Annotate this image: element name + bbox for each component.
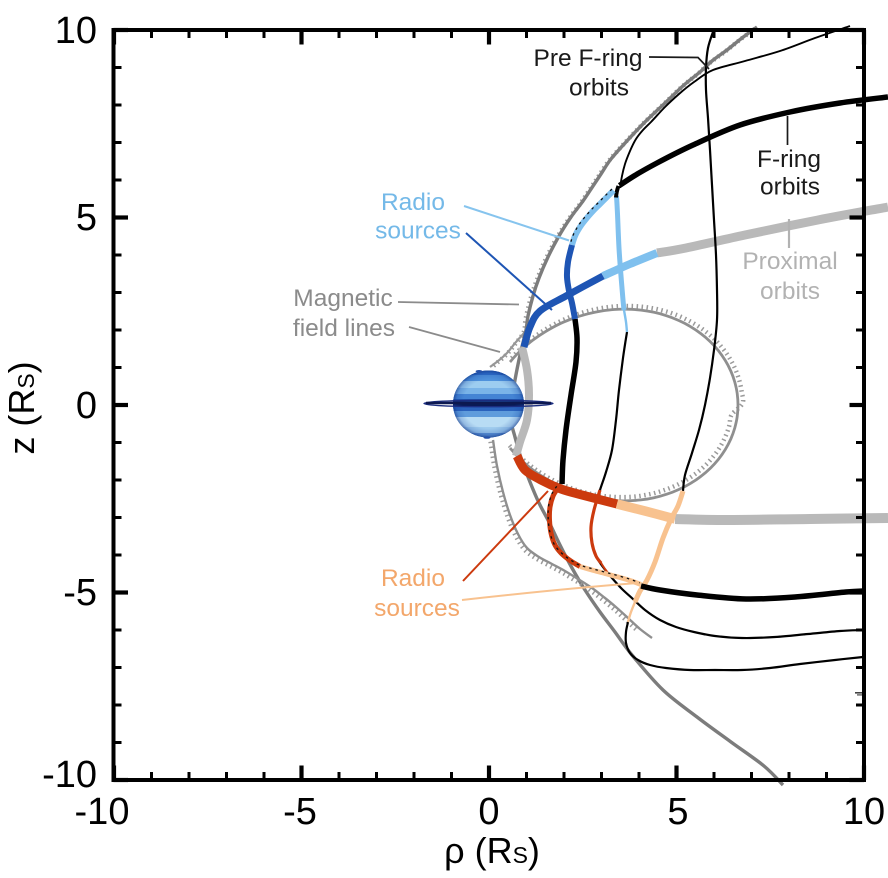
svg-text:sources: sources	[374, 595, 460, 622]
svg-text:Pre F-ring: Pre F-ring	[534, 45, 643, 72]
svg-text:5: 5	[76, 197, 97, 239]
svg-text:field lines: field lines	[293, 315, 395, 342]
svg-text:-10: -10	[75, 791, 130, 833]
svg-text:Radio: Radio	[381, 565, 445, 592]
svg-text:orbits: orbits	[569, 75, 629, 102]
svg-text:0: 0	[76, 385, 97, 427]
svg-text:0: 0	[478, 791, 499, 833]
svg-text:-10: -10	[42, 754, 97, 796]
svg-text:5: 5	[667, 791, 688, 833]
svg-text:Magnetic: Magnetic	[293, 285, 392, 312]
svg-text:F-ring: F-ring	[757, 146, 821, 173]
svg-text:orbits: orbits	[760, 278, 820, 305]
svg-text:orbits: orbits	[760, 174, 820, 201]
svg-text:10: 10	[843, 791, 885, 833]
svg-text:sources: sources	[375, 218, 461, 245]
svg-text:-5: -5	[63, 572, 97, 614]
svg-text:Radio: Radio	[381, 189, 445, 216]
svg-text:Proximal: Proximal	[742, 248, 837, 275]
svg-text:-5: -5	[283, 791, 317, 833]
svg-text:10: 10	[55, 10, 97, 52]
